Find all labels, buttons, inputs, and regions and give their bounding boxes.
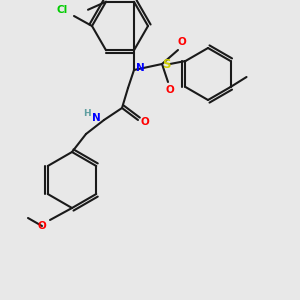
Text: Cl: Cl xyxy=(56,5,68,15)
Text: O: O xyxy=(141,117,149,127)
Text: N: N xyxy=(92,113,100,123)
Text: O: O xyxy=(38,221,46,231)
Text: N: N xyxy=(136,63,144,73)
Text: O: O xyxy=(178,37,186,47)
Text: S: S xyxy=(162,58,170,70)
Text: H: H xyxy=(83,110,91,118)
Text: O: O xyxy=(166,85,174,95)
